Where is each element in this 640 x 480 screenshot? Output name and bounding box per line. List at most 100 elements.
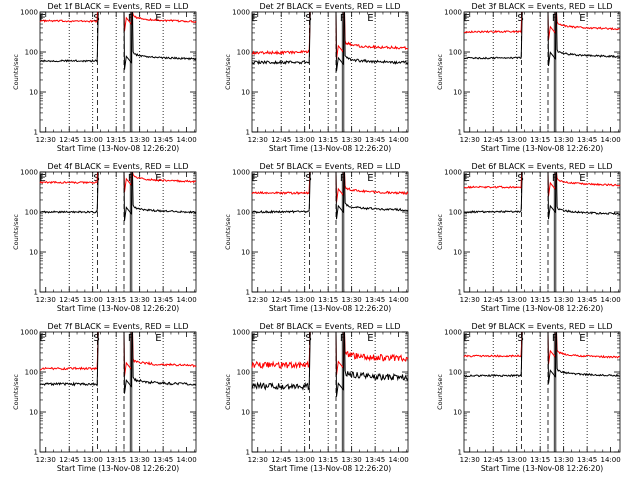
y-tick-label: 10 — [241, 89, 250, 97]
x-tick-label: 12:45 — [59, 136, 79, 144]
x-tick-label: 13:00 — [507, 136, 527, 144]
corner-label: E — [39, 173, 45, 184]
corner-label: E — [463, 173, 469, 184]
y-tick-label: 1 — [246, 289, 250, 297]
series-events-line — [251, 331, 409, 397]
corner-label: E — [251, 333, 257, 344]
plot-frame — [251, 331, 409, 453]
marker-label: F — [552, 13, 558, 24]
x-tick-label: 13:45 — [153, 136, 173, 144]
x-tick-label: 14:00 — [177, 136, 197, 144]
y-tick-label: 100 — [449, 369, 462, 377]
y-tick-label: 10 — [453, 409, 462, 417]
corner-label: E — [579, 173, 585, 184]
plot-frame — [251, 171, 409, 293]
marker-label: S — [305, 13, 311, 24]
panel-det-6: Det 6f BLACK = Events, RED = LLD S F E E 1 10 1… — [436, 162, 621, 313]
x-tick-label: 14:00 — [601, 456, 621, 464]
series-lld-line — [251, 331, 409, 376]
y-tick-label: 1000 — [20, 329, 38, 337]
x-tick-label: 13:45 — [577, 456, 597, 464]
y-tick-label: 1 — [458, 129, 462, 137]
x-tick-label: 12:30 — [460, 296, 480, 304]
x-tick-label: 13:15 — [318, 296, 338, 304]
y-tick-label: 100 — [25, 369, 38, 377]
series-lld-line — [463, 171, 621, 197]
plot-frame — [463, 331, 621, 453]
marker-label: S — [93, 173, 99, 184]
y-axis-label: Counts/sec — [436, 374, 444, 410]
x-tick-label: 13:00 — [295, 136, 315, 144]
x-tick-label: 12:30 — [36, 296, 56, 304]
corner-label: E — [251, 173, 257, 184]
marker-label: S — [517, 333, 523, 344]
series-lld-line — [39, 171, 197, 193]
panel-det-9: Det 9f BLACK = Events, RED = LLD S F E E 1 10 1… — [436, 322, 621, 473]
x-tick-label: 13:30 — [342, 456, 362, 464]
series-events-line — [39, 171, 197, 221]
y-axis-label: Counts/sec — [12, 374, 20, 410]
x-tick-label: 12:45 — [271, 296, 291, 304]
corner-label: E — [367, 333, 373, 344]
plot-frame — [251, 11, 409, 133]
x-axis-label: Start Time (13-Nov-08 12:26:20) — [481, 304, 603, 313]
y-tick-label: 100 — [25, 49, 38, 57]
y-tick-label: 10 — [453, 249, 462, 257]
x-tick-label: 13:15 — [530, 296, 550, 304]
panel-title: Det 7f BLACK = Events, RED = LLD — [47, 322, 188, 331]
x-tick-label: 13:45 — [153, 296, 173, 304]
marker-label: S — [517, 173, 523, 184]
series-events-line — [463, 171, 621, 220]
x-tick-label: 13:00 — [507, 456, 527, 464]
x-tick-label: 12:30 — [36, 136, 56, 144]
x-tick-label: 14:00 — [177, 456, 197, 464]
x-tick-label: 13:45 — [153, 456, 173, 464]
series-lld-line — [39, 331, 197, 377]
marker-label: S — [517, 13, 523, 24]
x-tick-label: 13:30 — [130, 296, 150, 304]
corner-label: E — [251, 13, 257, 24]
x-axis-label: Start Time (13-Nov-08 12:26:20) — [269, 464, 391, 473]
x-tick-label: 13:15 — [106, 456, 126, 464]
panel-title: Det 5f BLACK = Events, RED = LLD — [259, 162, 400, 171]
corner-label: E — [579, 333, 585, 344]
y-tick-label: 1 — [34, 289, 38, 297]
y-tick-label: 1000 — [20, 9, 38, 17]
plot-frame — [463, 171, 621, 293]
corner-label: E — [39, 13, 45, 24]
marker-label: F — [128, 333, 134, 344]
x-tick-label: 12:45 — [483, 136, 503, 144]
y-tick-label: 1 — [34, 449, 38, 457]
x-tick-label: 13:45 — [365, 136, 385, 144]
corner-label: E — [367, 173, 373, 184]
panel-det-5: Det 5f BLACK = Events, RED = LLD S F E E 1 10 1… — [224, 162, 409, 313]
y-tick-label: 100 — [237, 49, 250, 57]
series-events-line — [251, 11, 409, 72]
corner-label: E — [155, 173, 161, 184]
plot-frame — [463, 11, 621, 133]
y-tick-label: 1000 — [444, 169, 462, 177]
series-events-line — [40, 11, 197, 70]
y-axis-label: Counts/sec — [224, 374, 232, 410]
series-events-line — [251, 171, 409, 220]
y-axis-label: Counts/sec — [12, 214, 20, 250]
x-tick-label: 13:30 — [130, 456, 150, 464]
panel-title: Det 1f BLACK = Events, RED = LLD — [47, 2, 188, 11]
panel-det-2: Det 2f BLACK = Events, RED = LLD S F E E 1 10 1… — [224, 2, 409, 153]
x-tick-label: 14:00 — [389, 136, 409, 144]
panel-title: Det 9f BLACK = Events, RED = LLD — [471, 322, 612, 331]
y-tick-label: 1000 — [20, 169, 38, 177]
y-tick-label: 1000 — [444, 9, 462, 17]
x-axis-label: Start Time (13-Nov-08 12:26:20) — [481, 464, 603, 473]
x-tick-label: 12:30 — [248, 136, 268, 144]
x-tick-label: 13:00 — [83, 296, 103, 304]
series-lld-line — [251, 11, 409, 60]
x-tick-label: 13:45 — [577, 136, 597, 144]
panel-det-3: Det 3f BLACK = Events, RED = LLD S F E E 1 10 1… — [436, 2, 621, 153]
y-tick-label: 100 — [25, 209, 38, 217]
y-tick-label: 100 — [449, 209, 462, 217]
x-tick-label: 12:30 — [460, 136, 480, 144]
series-lld-line — [463, 331, 621, 365]
x-tick-label: 13:15 — [530, 456, 550, 464]
y-tick-label: 1 — [246, 449, 250, 457]
